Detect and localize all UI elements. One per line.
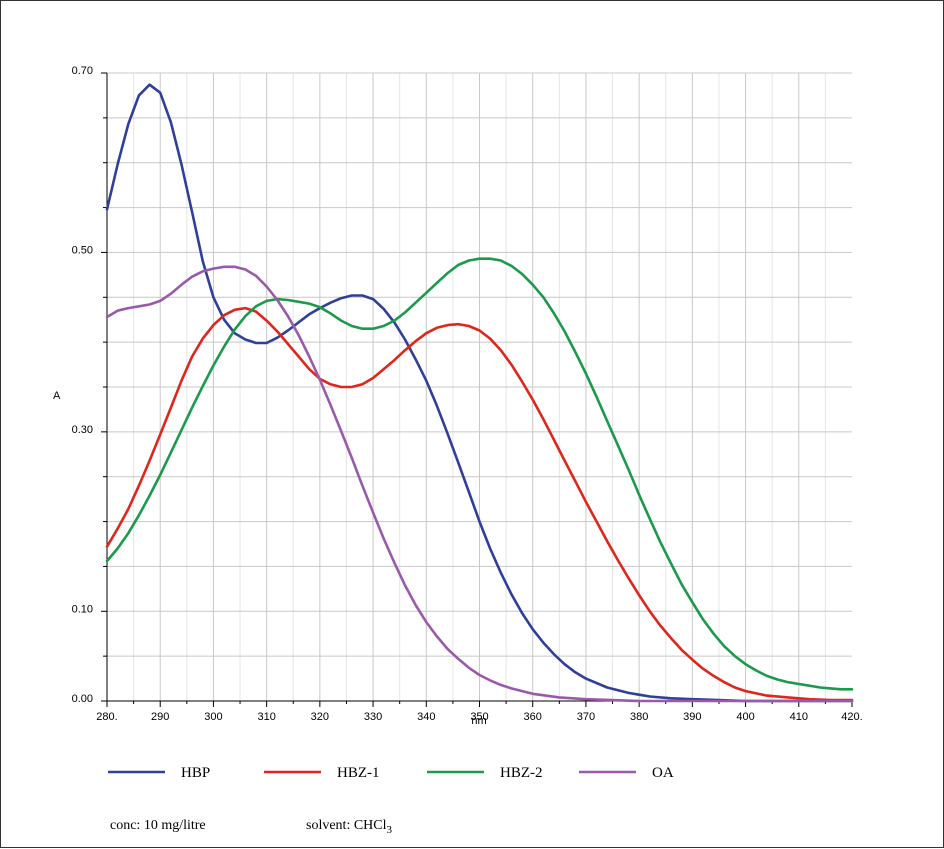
x-tick-label: 280. (96, 711, 117, 723)
legend: HBP HBZ-1 HBZ-2 OA (108, 765, 674, 781)
y-tick-label: 0.10 (72, 603, 93, 615)
concentration-note: conc: 10 mg/litre (110, 818, 206, 833)
x-tick-label: 320 (311, 711, 329, 723)
y-tick-label: 0.30 (72, 424, 93, 436)
x-tick-label: 310 (257, 711, 275, 723)
x-tick-label: 300 (204, 711, 222, 723)
x-tick-label: 370 (577, 711, 595, 723)
legend-label-hbp: HBP (181, 765, 210, 781)
series-lines (105, 83, 854, 703)
major-grid (107, 72, 852, 701)
series-line-hbp (105, 83, 854, 703)
x-tick-label: 410 (790, 711, 808, 723)
solvent-subscript: 3 (387, 824, 393, 836)
legend-label-oa: OA (652, 765, 674, 781)
x-tick-label: 340 (417, 711, 435, 723)
y-axis-ticks (101, 72, 107, 702)
x-tick-labels: 280. 290 300 310 320 330 340 350 360 370 380 390 400… (96, 711, 862, 723)
solvent-note: solvent: CHCl3 (306, 818, 393, 836)
y-tick-label: 0.00 (72, 693, 93, 705)
solvent-text: solvent: CHCl (306, 818, 387, 833)
legend-label-hbz-2: HBZ-2 (500, 765, 543, 781)
y-tick-label: 0.50 (72, 244, 93, 256)
series-line-oa (105, 265, 854, 703)
y-tick-labels: 0.00 0.10 0.30 0.50 0.70 (72, 65, 93, 705)
x-tick-label: 330 (364, 711, 382, 723)
x-tick-label: 290 (151, 711, 169, 723)
y-tick-label: 0.70 (72, 65, 93, 77)
x-tick-label: 380 (630, 711, 648, 723)
legend-label-hbz-1: HBZ-1 (337, 765, 380, 781)
series-line-hbz-2 (105, 257, 854, 691)
x-tick-label: 360 (524, 711, 542, 723)
x-tick-label: 350 (470, 711, 488, 723)
x-axis-label: nm (471, 715, 486, 727)
x-tick-label: 400 (736, 711, 754, 723)
series-line-hbz-1 (105, 306, 854, 702)
x-tick-label: 390 (683, 711, 701, 723)
x-tick-label: 420. (841, 711, 862, 723)
y-axis-label: A (53, 390, 61, 402)
